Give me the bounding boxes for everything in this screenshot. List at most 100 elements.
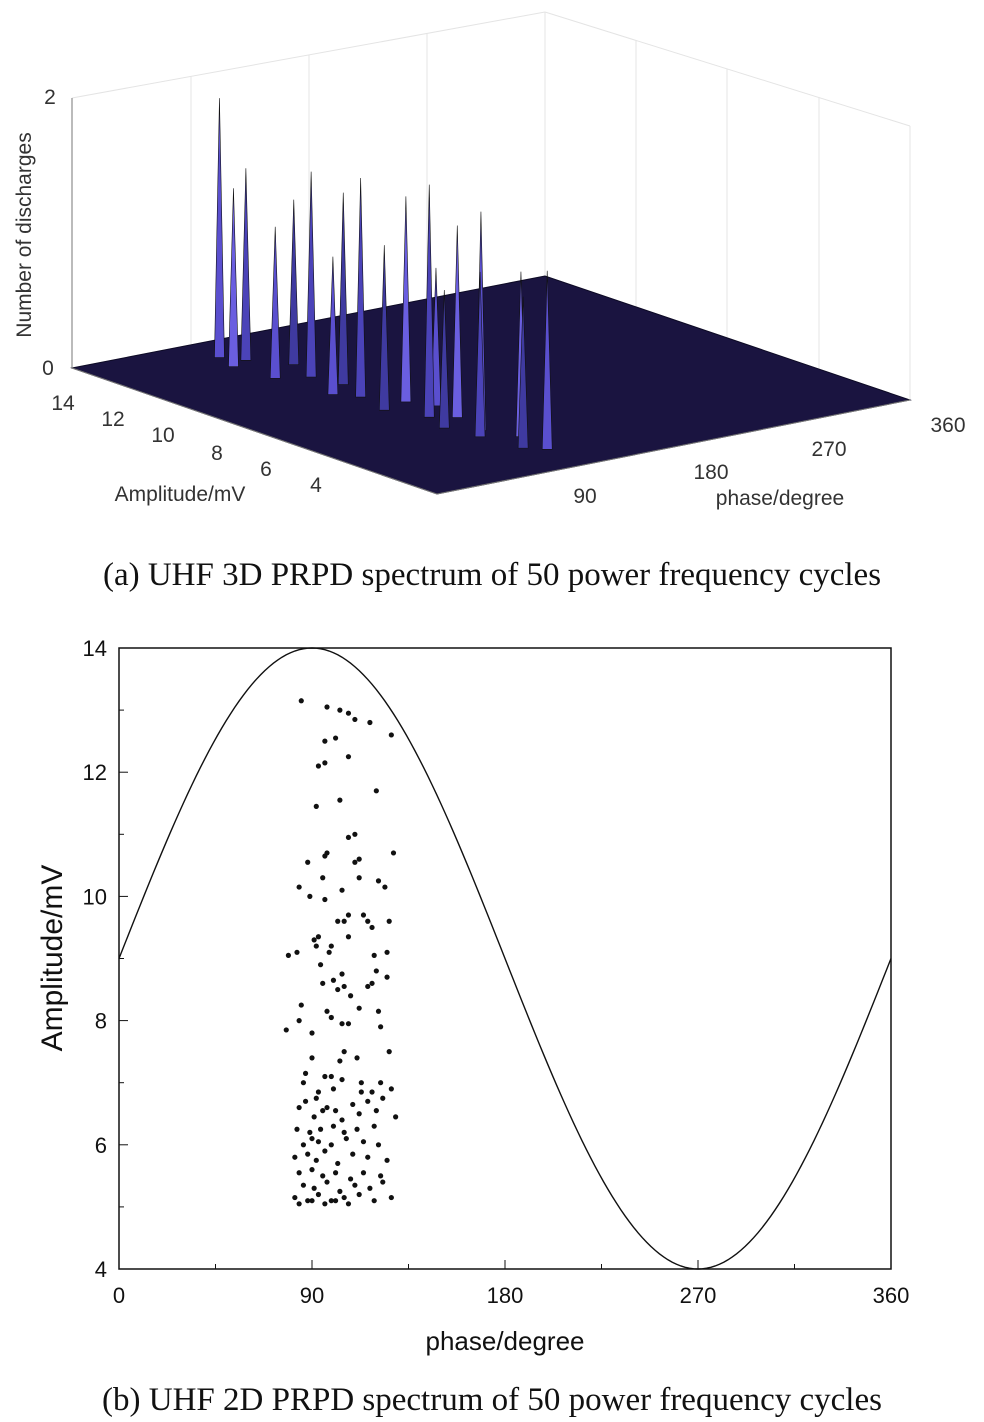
y-tick-label: 8 [95,1009,107,1034]
scatter-point [373,788,379,794]
scatter-point [369,1089,375,1095]
scatter-point [296,1201,302,1207]
scatter-point [313,943,319,949]
z-tick-label: 2 [44,86,56,109]
scatter-point [352,716,358,723]
surface-peak [400,196,412,403]
scatter-point [382,884,388,890]
scatter-point [348,1176,354,1182]
reference-sine-curve [118,647,892,1270]
scatter-point [360,912,367,918]
scatter-point [309,1135,315,1142]
x-tick-label: 180 [693,461,728,484]
scatter-point [369,980,375,986]
scatter-point [358,1089,364,1095]
scatter-point [322,738,328,744]
caption-a: (a) UHF 3D PRPD spectrum of 50 power fre… [103,557,881,593]
scatter-point [356,856,362,862]
scatter-point [367,1185,373,1191]
scatter-point [386,1049,392,1055]
scatter-point [292,1154,298,1160]
scatter-point [345,754,352,760]
scatter-point [339,1021,345,1027]
surface-peak [305,171,317,378]
scatter-point [311,1185,317,1191]
scatter-point [324,1008,330,1014]
scatter-point [369,924,375,931]
scatter-point [356,1191,362,1198]
surface-peak [378,245,390,411]
surface-floor [70,275,912,495]
x-tick-label: 90 [300,1283,324,1308]
scatter-point [380,1179,386,1185]
scatter-point [305,1198,311,1204]
y-tick-label: 10 [83,884,107,909]
x-tick-label: 270 [811,438,846,461]
x-axis [436,399,911,495]
x-tick-label: 0 [113,1283,125,1308]
scatter-point [356,875,362,881]
axis-ticks: 0 90 180 270 360 4 6 8 10 12 14 [83,636,910,1308]
scatter-point [296,884,302,890]
x-tick-label: 180 [487,1283,524,1308]
scatter-point [375,878,382,884]
scatter-point [332,1198,339,1204]
scatter-point [373,968,379,974]
scatter-point [313,1095,319,1101]
scatter-point [324,704,330,710]
surface-peak [228,188,239,368]
scatter-point [311,1114,317,1120]
scatter-point [330,1086,337,1092]
scatter-point [296,1018,302,1024]
y-axis-label: Amplitude/mV [115,483,246,506]
z-tick-label: 0 [42,357,54,380]
scatter-point [373,1108,379,1114]
scatter-point [315,1139,322,1145]
scatter-point [313,1157,319,1163]
x-axis-label: phase/degree [425,1326,584,1356]
scatter-point [378,1080,384,1086]
scatter-point [386,918,392,924]
scatter-point [322,1148,328,1154]
surface-peak [337,192,349,385]
scatter-point [294,949,300,955]
surface-3d-chart: 2 0 Number of discharges 14 12 10 8 6 4 … [13,11,966,510]
scatter-point [341,1049,347,1055]
scatter-point [328,1073,334,1080]
scatter-point [345,934,352,940]
surface-peak [541,270,553,450]
scatter-point [285,952,292,958]
scatter-point [332,735,339,741]
scatter-point [375,1008,382,1014]
surface-peak [214,98,225,358]
surface-peak [240,168,252,361]
surface-peak [269,226,281,379]
scatter-point [380,1095,386,1101]
scatter-point [292,1194,298,1201]
scatter-point [335,986,341,993]
x-axis-label: phase/degree [716,487,844,510]
scatter-point [337,797,343,803]
scatter-point [309,1030,315,1036]
scatter-chart: 0 90 180 270 360 4 6 8 10 12 14 phase/degree Ampli… [36,636,909,1356]
y-tick-label: 12 [83,760,107,785]
scatter-point [322,760,328,766]
scatter-point [350,1101,356,1108]
scatter-point [378,1173,384,1179]
scatter-point [320,980,326,986]
surface-peak [288,199,300,365]
scatter-point [311,937,317,943]
scatter-point [298,1002,304,1008]
y-tick-label: 12 [101,408,124,431]
scatter-point [300,1142,307,1148]
scatter-point [388,1086,394,1092]
scatter-point [324,1179,330,1185]
scatter-point [354,1055,360,1061]
scatter-point [296,1170,302,1176]
scatter-point [320,875,326,881]
scatter-point [302,1098,309,1104]
scatter-point [320,1108,326,1114]
scatter-point [345,1201,352,1207]
scatter-point [371,952,377,958]
scatter-point [332,1170,339,1176]
